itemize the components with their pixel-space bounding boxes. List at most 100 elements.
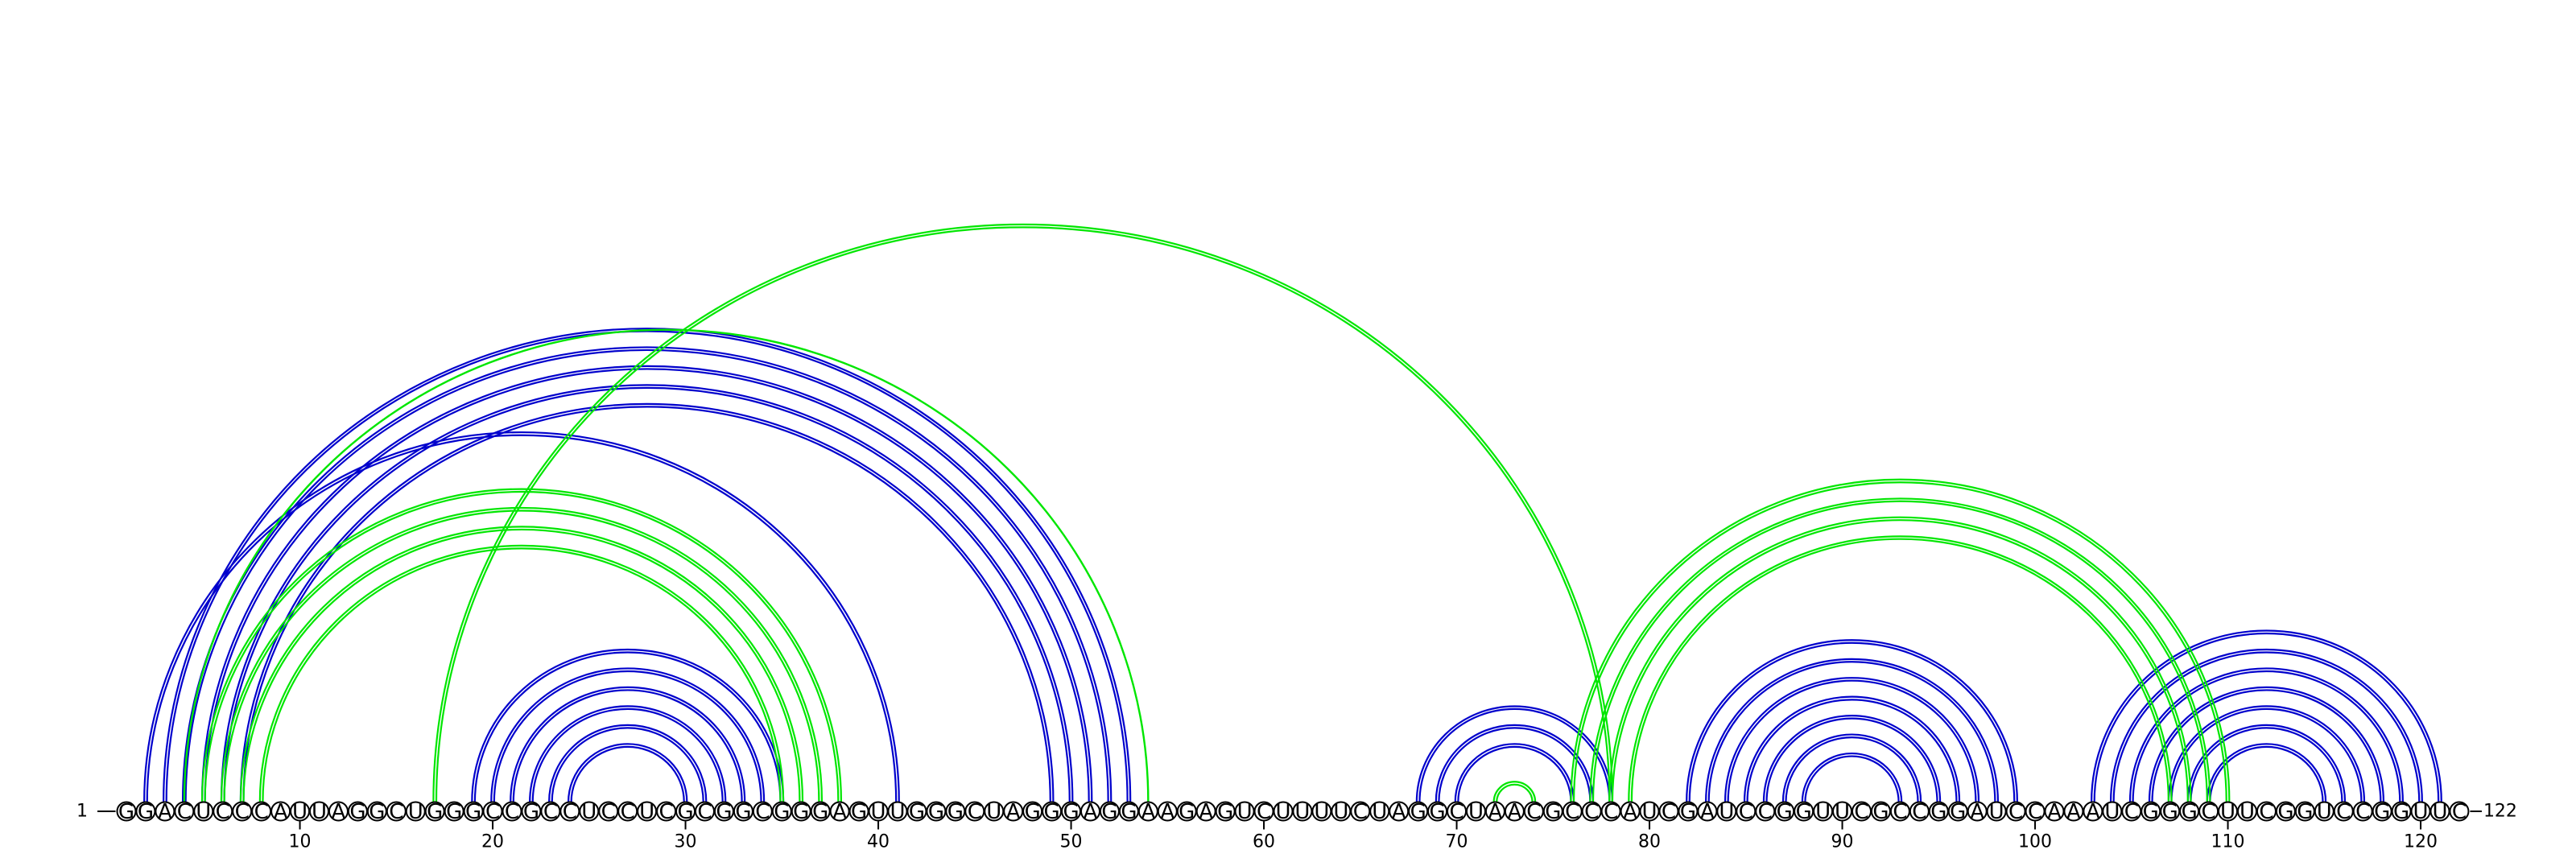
nucleotide-letter: U <box>2240 800 2255 824</box>
nucleotide: U <box>1813 800 1834 824</box>
nucleotide-letter: U <box>312 800 327 824</box>
base-pair-arc <box>1746 699 1958 802</box>
base-pair-arc <box>223 386 1071 802</box>
nucleotide-letter: G <box>1410 800 1426 824</box>
nucleotide: G <box>2140 800 2161 824</box>
nucleotide-letter: G <box>851 800 867 824</box>
nucleotide: C <box>232 800 253 824</box>
nucleotide-letter: G <box>2162 800 2178 824</box>
nucleotide: C <box>1350 800 1371 824</box>
base-pair-arc <box>1628 535 2173 802</box>
base-pair-arc <box>239 402 1055 802</box>
base-pair-arc <box>2093 632 2440 802</box>
base-pair-arc <box>1801 752 1903 802</box>
nucleotide-letter: G <box>1430 800 1446 824</box>
nucleotide-letter: A <box>1508 800 1522 824</box>
nucleotide: A <box>1137 800 1158 824</box>
base-pair-arc <box>1804 755 1900 802</box>
tick-label: 100 <box>2018 832 2052 852</box>
base-pair-arc <box>548 724 708 802</box>
base-pair-arc <box>204 490 840 802</box>
nucleotide-letter: G <box>1680 800 1696 824</box>
base-pair-arc <box>1457 745 1572 802</box>
nucleotide-letter: G <box>928 800 944 824</box>
nucleotide: U <box>193 800 214 824</box>
nucleotide-circle <box>2449 801 2470 822</box>
nucleotide: A <box>155 800 175 824</box>
nucleotide-letter: A <box>832 800 847 824</box>
nucleotide-letter: U <box>1314 800 1329 824</box>
nucleotide-letter: U <box>1372 800 1387 824</box>
nucleotide: G <box>116 800 137 824</box>
nucleotide-letter: C <box>2202 800 2216 824</box>
base-pair-arc <box>200 365 1093 802</box>
nucleotide-letter: G <box>947 800 964 824</box>
nucleotide-letter: C <box>2355 800 2370 824</box>
nucleotide: U <box>1466 800 1486 824</box>
nucleotide-letter: C <box>1449 800 1463 824</box>
nucleotide: G <box>347 800 368 824</box>
nucleotide: C <box>656 800 677 824</box>
base-pair-arc <box>473 651 782 802</box>
base-pair-arc <box>183 328 1150 802</box>
nucleotide-letter: U <box>2104 800 2120 824</box>
nucleotide: C <box>752 800 773 824</box>
nucleotide: A <box>2044 800 2065 824</box>
nucleotide-letter: C <box>1353 800 1368 824</box>
nucleotide: A <box>1484 800 1505 824</box>
base-pair-arc <box>184 349 1109 802</box>
nucleotide-letter: G <box>1217 800 1233 824</box>
nucleotide-letter: C <box>1662 800 1676 824</box>
nucleotide-letter: G <box>1179 800 1195 824</box>
nucleotide-letter: G <box>138 800 154 824</box>
base-pair-arc <box>432 223 1614 802</box>
nucleotide: U <box>1311 800 1332 824</box>
nucleotide-letter: A <box>1700 800 1715 824</box>
base-pair-arc <box>2167 705 2366 802</box>
base-pair-arc <box>1415 705 1614 802</box>
nucleotide: G <box>1118 800 1139 824</box>
nucleotide: U <box>1292 800 1313 824</box>
base-pair-arc <box>551 727 704 802</box>
nucleotide-letter: C <box>621 800 635 824</box>
nucleotide-letter: A <box>1006 800 1021 824</box>
nucleotide: U <box>2218 800 2239 824</box>
nucleotide-letter: A <box>1970 800 1984 824</box>
nucleotide: C <box>386 800 407 824</box>
base-pair-arc <box>1765 717 1938 802</box>
nucleotide-letter: C <box>177 800 192 824</box>
base-pair-arc <box>529 705 727 802</box>
nucleotide-letter: G <box>1044 800 1060 824</box>
base-pair-arc <box>1611 519 2189 802</box>
nucleotide: G <box>444 800 464 824</box>
nucleotide-letter: G <box>2277 800 2293 824</box>
nucleotide: C <box>964 800 985 824</box>
nucleotide: C <box>2449 800 2470 824</box>
nucleotide-letter: G <box>2374 800 2390 824</box>
nucleotide: U <box>2410 800 2431 824</box>
nucleotide-letter: C <box>1526 800 1541 824</box>
base-pair-arc <box>1591 500 2208 802</box>
base-pair-arc <box>512 689 743 802</box>
nucleotide: U <box>290 800 311 824</box>
nucleotide-letter: U <box>639 800 654 824</box>
nucleotide: G <box>1774 800 1795 824</box>
nucleotide: U <box>1234 800 1255 824</box>
nucleotide-letter: U <box>408 800 423 824</box>
base-pair-arc <box>200 488 843 802</box>
nucleotide: C <box>2333 800 2354 824</box>
nucleotide: A <box>1157 800 1178 824</box>
base-pair-arc <box>262 547 782 802</box>
nucleotide-letter: G <box>1121 800 1137 824</box>
nucleotide: G <box>848 800 869 824</box>
nucleotide-letter: A <box>1199 800 1213 824</box>
base-pair-arc <box>570 745 685 802</box>
nucleotide-letter: A <box>1488 800 1503 824</box>
nucleotide: A <box>1003 800 1024 824</box>
nucleotide-letter: A <box>2047 800 2062 824</box>
nucleotide: C <box>2025 800 2046 824</box>
nucleotide: A <box>1620 800 1641 824</box>
nucleotide: U <box>405 800 426 824</box>
nucleotide-letter: C <box>968 800 982 824</box>
